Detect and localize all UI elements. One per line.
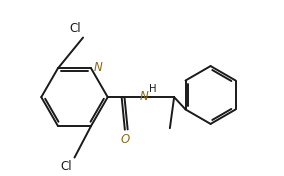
Text: O: O bbox=[121, 133, 130, 146]
Text: Cl: Cl bbox=[69, 22, 81, 35]
Text: N: N bbox=[94, 61, 103, 74]
Text: Cl: Cl bbox=[61, 160, 72, 173]
Text: N: N bbox=[140, 90, 149, 103]
Text: H: H bbox=[149, 84, 156, 94]
